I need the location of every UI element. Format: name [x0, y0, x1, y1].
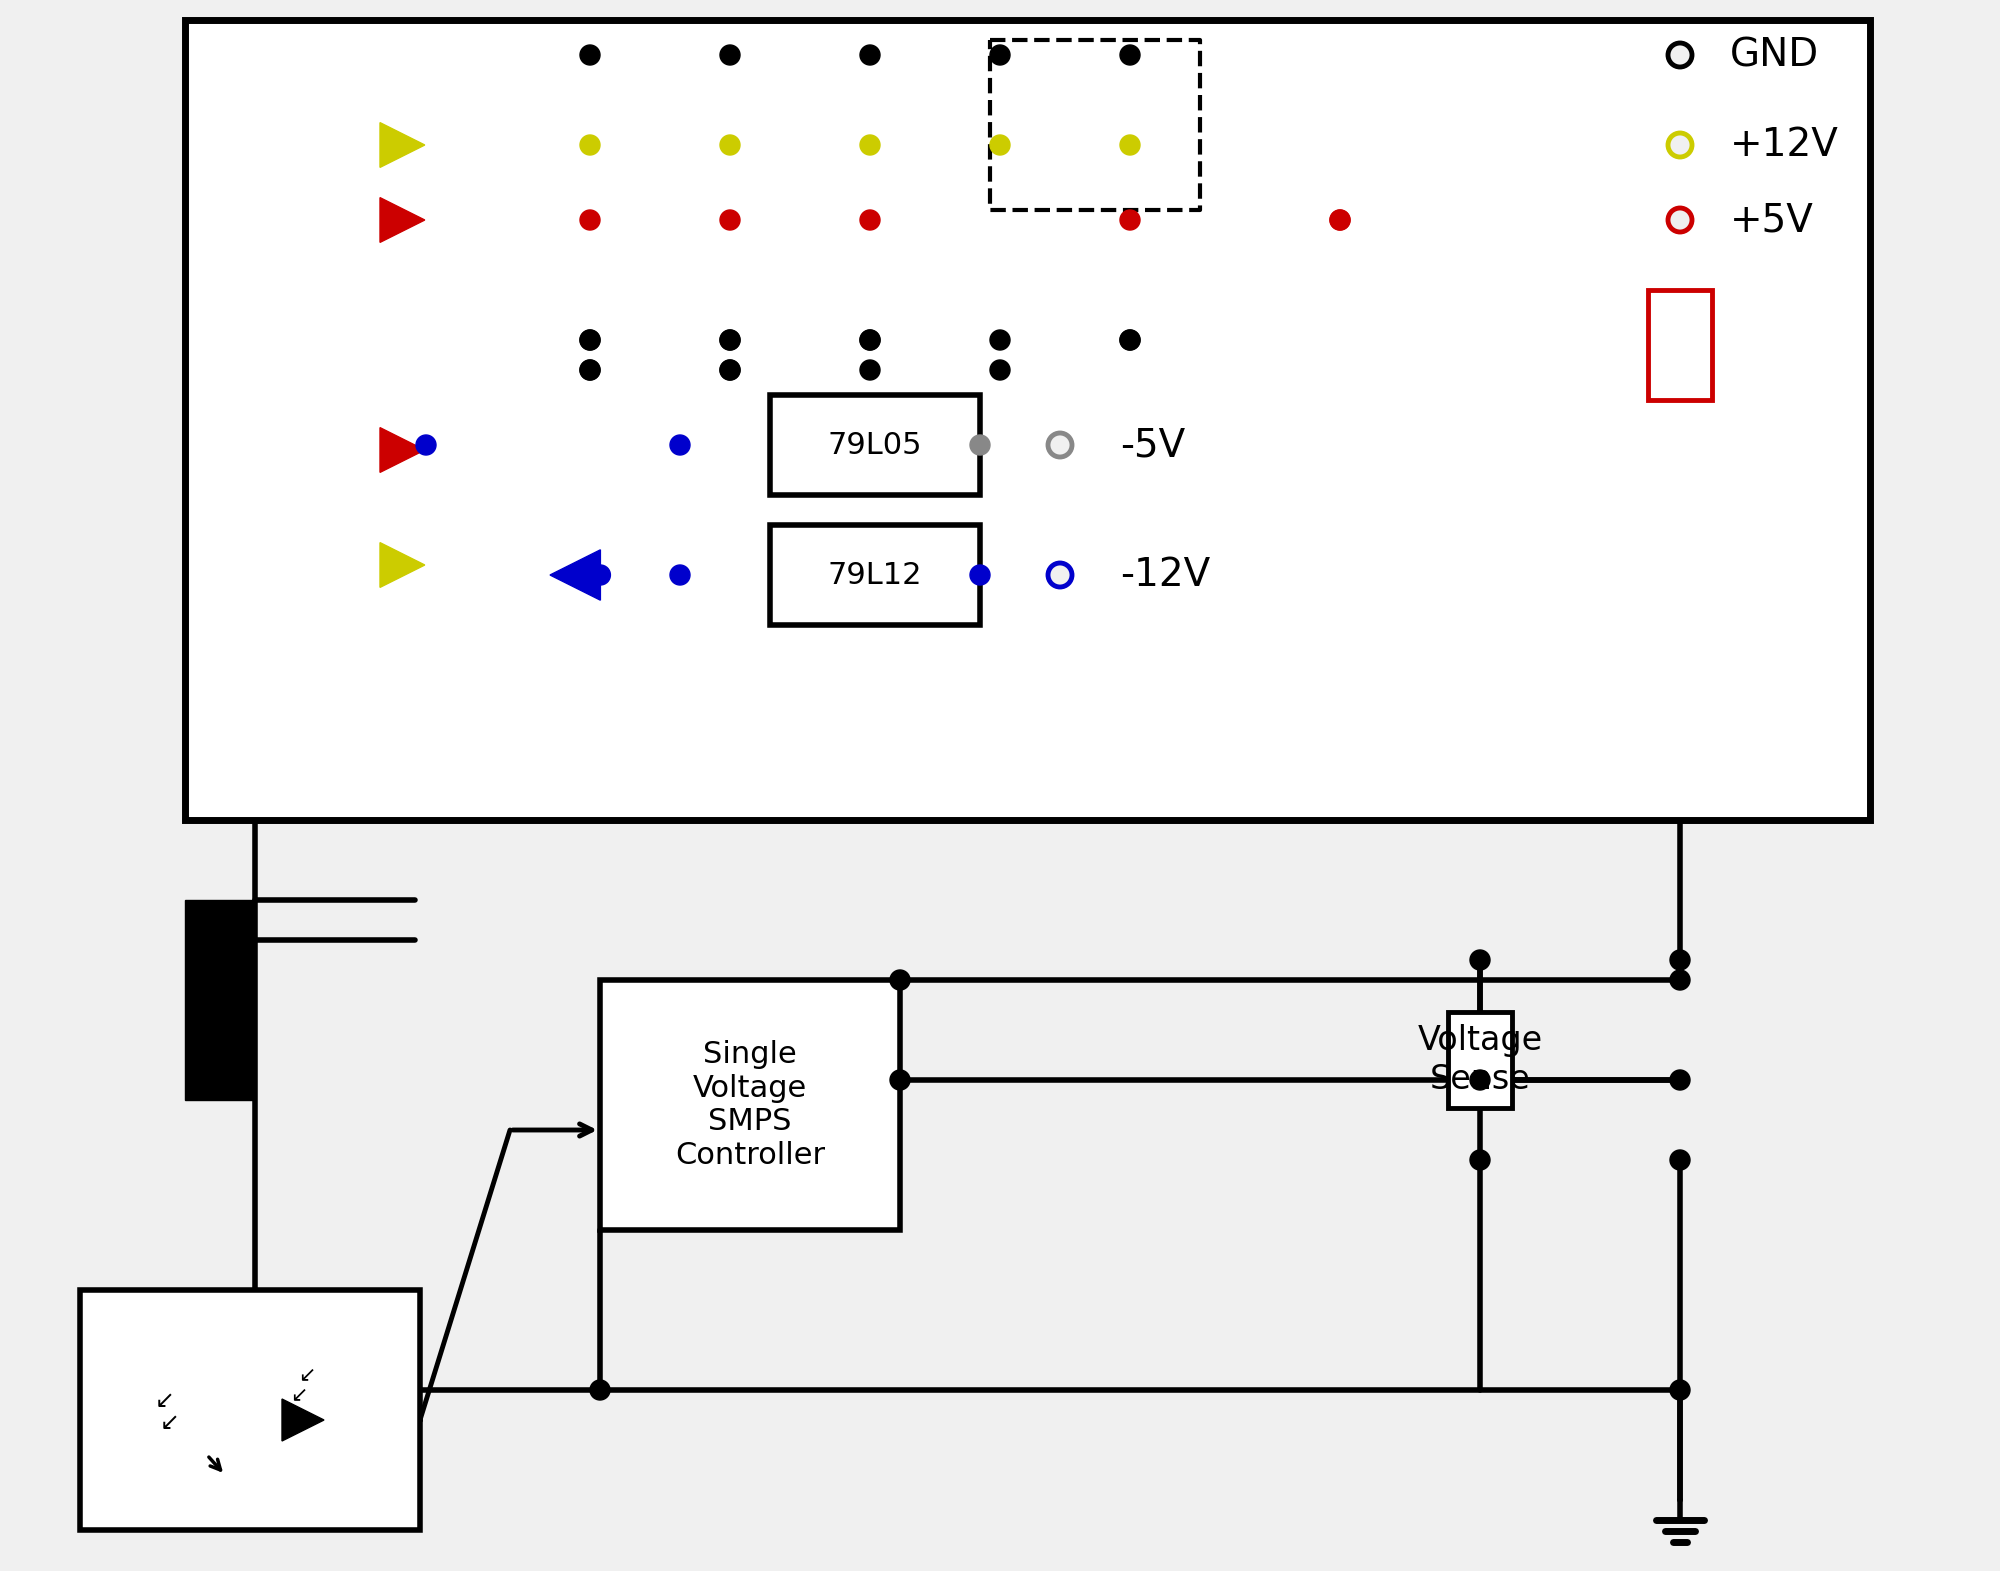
Circle shape	[1670, 969, 1690, 990]
Circle shape	[1330, 211, 1350, 229]
Circle shape	[720, 46, 740, 64]
Circle shape	[590, 566, 610, 584]
Text: 79L12: 79L12	[828, 561, 922, 589]
Circle shape	[580, 46, 600, 64]
Polygon shape	[380, 198, 424, 242]
Bar	[880, 160, 1076, 265]
Bar	[310, 60, 360, 481]
Circle shape	[416, 435, 436, 456]
Circle shape	[860, 135, 880, 156]
Bar	[184, 20, 1870, 820]
Circle shape	[970, 435, 990, 456]
Circle shape	[580, 360, 600, 380]
Circle shape	[1048, 434, 1072, 457]
Bar	[600, 980, 900, 1230]
Circle shape	[580, 330, 600, 350]
Circle shape	[990, 135, 1010, 156]
Circle shape	[990, 330, 1010, 350]
Text: GND: GND	[1730, 36, 1820, 74]
Circle shape	[1470, 1150, 1490, 1170]
Circle shape	[720, 211, 740, 229]
Circle shape	[1120, 330, 1140, 350]
Circle shape	[1120, 135, 1140, 156]
Bar	[184, 140, 256, 720]
Text: +5V: +5V	[1730, 201, 1814, 239]
Circle shape	[990, 46, 1010, 64]
Circle shape	[860, 211, 880, 229]
Text: Single
Voltage
SMPS
Controller: Single Voltage SMPS Controller	[674, 1040, 826, 1170]
Circle shape	[720, 360, 740, 380]
Circle shape	[1120, 330, 1140, 350]
Circle shape	[860, 330, 880, 350]
Text: +12V: +12V	[1730, 126, 1838, 163]
Text: -5V: -5V	[1120, 426, 1186, 463]
Text: ↙: ↙	[156, 1389, 174, 1412]
Circle shape	[1470, 1070, 1490, 1090]
Text: ↙: ↙	[290, 1384, 308, 1404]
Circle shape	[580, 330, 600, 350]
Circle shape	[670, 566, 690, 584]
Circle shape	[1668, 207, 1692, 233]
Bar	[80, 1290, 420, 1530]
Text: 79L05: 79L05	[828, 430, 922, 459]
Circle shape	[1470, 950, 1490, 969]
Text: ↙: ↙	[160, 1411, 180, 1434]
Circle shape	[890, 969, 910, 990]
Circle shape	[1670, 1379, 1690, 1400]
Circle shape	[860, 46, 880, 64]
Circle shape	[720, 330, 740, 350]
Circle shape	[990, 360, 1010, 380]
Circle shape	[1668, 42, 1692, 68]
Circle shape	[890, 1070, 910, 1090]
Bar	[770, 394, 980, 495]
Polygon shape	[380, 427, 424, 473]
Circle shape	[580, 360, 600, 380]
Text: -12V: -12V	[1120, 556, 1210, 594]
Circle shape	[580, 135, 600, 156]
Circle shape	[1668, 134, 1692, 157]
Circle shape	[1048, 562, 1072, 588]
Circle shape	[1120, 211, 1140, 229]
Circle shape	[1670, 1070, 1690, 1090]
Bar	[1448, 1012, 1512, 1108]
Circle shape	[970, 566, 990, 584]
Circle shape	[580, 211, 600, 229]
Text: ↙: ↙	[298, 1364, 316, 1384]
Circle shape	[860, 360, 880, 380]
Text: Voltage
Sense: Voltage Sense	[1418, 1024, 1542, 1095]
Bar	[1000, 101, 1180, 200]
Bar	[260, 80, 310, 300]
Polygon shape	[550, 550, 600, 600]
Circle shape	[860, 330, 880, 350]
Circle shape	[1120, 46, 1140, 64]
Circle shape	[670, 435, 690, 456]
Circle shape	[590, 1379, 610, 1400]
Circle shape	[1330, 211, 1350, 229]
Bar	[1648, 289, 1712, 401]
Polygon shape	[380, 542, 424, 588]
Circle shape	[720, 135, 740, 156]
Bar	[184, 900, 256, 1100]
Polygon shape	[282, 1400, 324, 1441]
Circle shape	[1670, 950, 1690, 969]
Bar	[770, 525, 980, 625]
Circle shape	[720, 360, 740, 380]
Circle shape	[1670, 1150, 1690, 1170]
Polygon shape	[380, 123, 424, 168]
Circle shape	[720, 330, 740, 350]
